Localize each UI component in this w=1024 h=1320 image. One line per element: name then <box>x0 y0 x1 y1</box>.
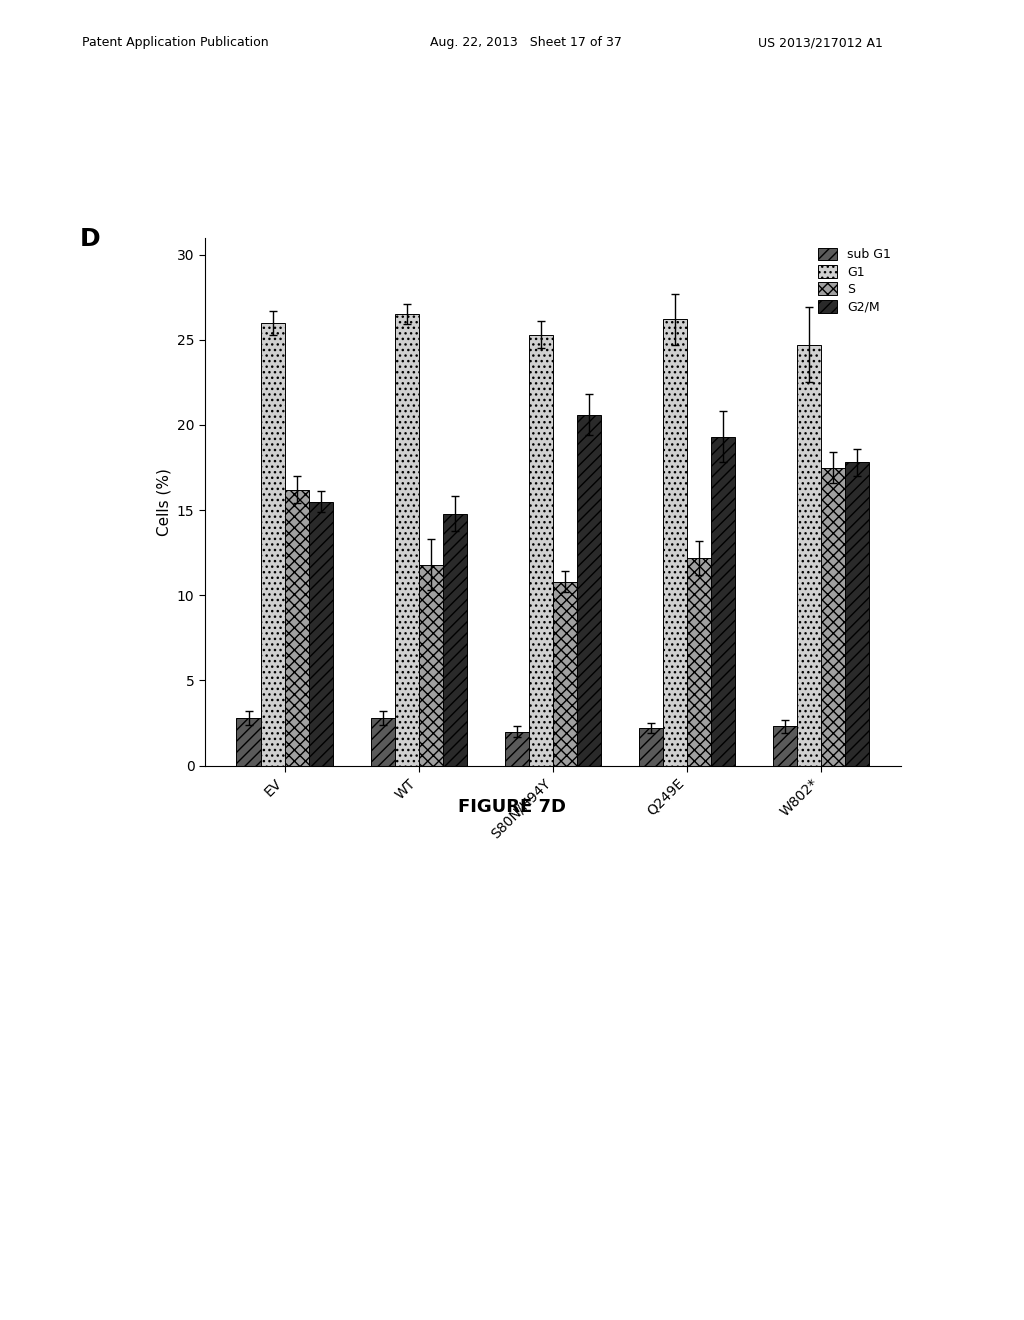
Bar <box>371 718 394 766</box>
Bar <box>846 462 869 766</box>
Bar <box>797 345 821 766</box>
Bar <box>712 437 735 766</box>
Bar <box>663 319 687 766</box>
Bar <box>285 490 309 766</box>
Bar <box>553 582 578 766</box>
Bar <box>394 314 419 766</box>
Bar <box>505 731 528 766</box>
Bar <box>687 558 712 766</box>
Text: US 2013/217012 A1: US 2013/217012 A1 <box>758 36 883 49</box>
Text: FIGURE 7D: FIGURE 7D <box>458 797 566 816</box>
Legend: sub G1, G1, S, G2/M: sub G1, G1, S, G2/M <box>815 244 895 317</box>
Bar <box>309 502 333 766</box>
Bar <box>821 467 846 766</box>
Text: Aug. 22, 2013   Sheet 17 of 37: Aug. 22, 2013 Sheet 17 of 37 <box>430 36 622 49</box>
Bar <box>237 718 260 766</box>
Y-axis label: Cells (%): Cells (%) <box>157 467 171 536</box>
Bar <box>773 726 797 766</box>
Bar <box>443 513 467 766</box>
Bar <box>419 565 443 766</box>
Bar <box>639 729 663 766</box>
Bar <box>260 323 285 766</box>
Text: Patent Application Publication: Patent Application Publication <box>82 36 268 49</box>
Text: D: D <box>80 227 100 251</box>
Bar <box>578 414 601 766</box>
Bar <box>528 335 553 766</box>
